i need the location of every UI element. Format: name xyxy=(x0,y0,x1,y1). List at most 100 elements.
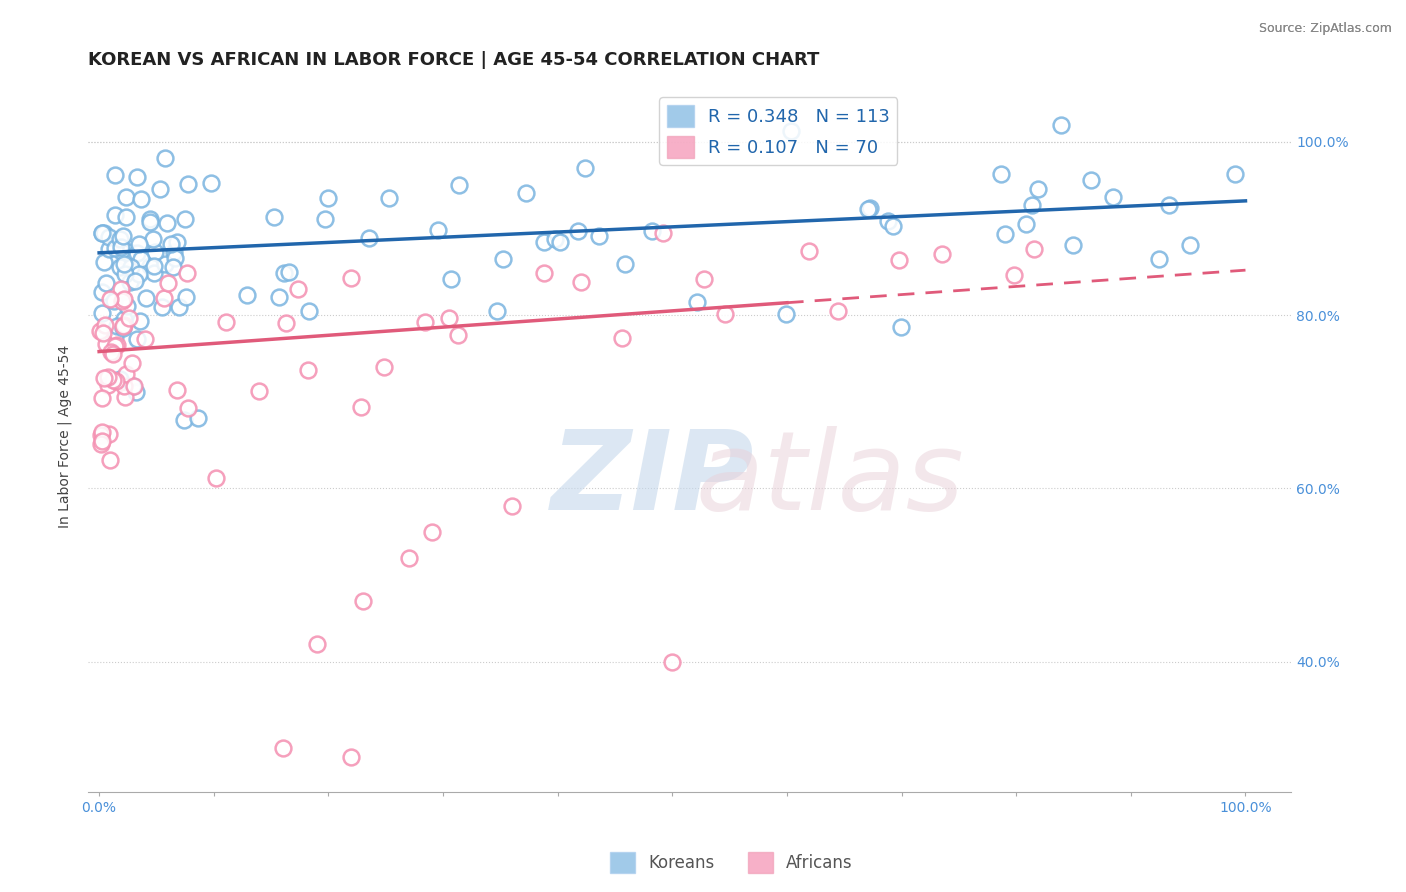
Point xyxy=(357,231,380,245)
Point xyxy=(128,236,150,251)
Point xyxy=(103,294,125,309)
Point xyxy=(420,524,443,539)
Point xyxy=(1102,190,1125,204)
Point xyxy=(714,307,737,321)
Point xyxy=(118,244,141,259)
Point xyxy=(1015,217,1038,231)
Point xyxy=(187,410,209,425)
Point xyxy=(97,243,120,257)
Point xyxy=(298,304,321,318)
Point xyxy=(1022,242,1045,256)
Point xyxy=(143,259,166,273)
Point xyxy=(876,213,898,227)
Point xyxy=(548,235,571,249)
Point xyxy=(94,318,117,333)
Point xyxy=(100,344,122,359)
Point xyxy=(103,373,125,387)
Point xyxy=(437,310,460,325)
Point xyxy=(98,293,121,307)
Point xyxy=(110,240,132,254)
Point xyxy=(139,215,162,229)
Point xyxy=(105,374,128,388)
Point xyxy=(124,273,146,287)
Point xyxy=(427,223,450,237)
Point xyxy=(108,372,131,386)
Point xyxy=(994,227,1017,241)
Point xyxy=(1062,237,1084,252)
Point xyxy=(533,235,555,249)
Point xyxy=(117,251,139,265)
Point xyxy=(1021,198,1043,212)
Point xyxy=(1026,182,1049,196)
Point xyxy=(138,259,160,273)
Point xyxy=(693,272,716,286)
Point xyxy=(104,339,127,353)
Point xyxy=(153,258,176,272)
Text: KOREAN VS AFRICAN IN LABOR FORCE | AGE 45-54 CORRELATION CHART: KOREAN VS AFRICAN IN LABOR FORCE | AGE 4… xyxy=(87,51,820,69)
Point xyxy=(91,306,114,320)
Point xyxy=(492,252,515,266)
Point xyxy=(352,594,374,608)
Point xyxy=(139,212,162,227)
Point xyxy=(887,252,910,267)
Point xyxy=(93,226,115,240)
Point xyxy=(129,193,152,207)
Point xyxy=(153,291,176,305)
Point xyxy=(104,241,127,255)
Point xyxy=(269,290,291,304)
Point xyxy=(287,282,309,296)
Text: Source: ZipAtlas.com: Source: ZipAtlas.com xyxy=(1258,22,1392,36)
Point xyxy=(166,383,188,397)
Point xyxy=(112,229,135,244)
Point xyxy=(350,400,373,414)
Point xyxy=(125,385,148,400)
Point xyxy=(112,320,135,334)
Point xyxy=(93,255,115,269)
Point xyxy=(91,227,114,241)
Point xyxy=(149,181,172,195)
Point xyxy=(125,170,148,185)
Point xyxy=(98,453,121,467)
Point xyxy=(297,362,319,376)
Point xyxy=(115,299,138,313)
Point xyxy=(112,318,135,332)
Point xyxy=(882,219,904,233)
Point xyxy=(200,176,222,190)
Point xyxy=(612,330,634,344)
Point xyxy=(121,356,143,370)
Point xyxy=(780,124,803,138)
Point xyxy=(143,267,166,281)
Point xyxy=(121,379,143,393)
Point xyxy=(115,190,138,204)
Point xyxy=(447,178,470,192)
Point xyxy=(91,285,114,299)
Point xyxy=(125,332,148,346)
Point xyxy=(274,316,297,330)
Point xyxy=(112,311,135,326)
Point xyxy=(236,288,259,302)
Point xyxy=(162,260,184,274)
Point xyxy=(101,347,124,361)
Point xyxy=(890,320,912,334)
Point xyxy=(1159,198,1181,212)
Point xyxy=(112,258,135,272)
Point xyxy=(166,235,188,249)
Point xyxy=(686,294,709,309)
Point xyxy=(1002,268,1025,283)
Point xyxy=(128,267,150,281)
Point xyxy=(91,326,114,340)
Point xyxy=(93,371,115,385)
Point xyxy=(567,224,589,238)
Point xyxy=(651,226,673,240)
Point xyxy=(165,252,187,266)
Point xyxy=(105,338,128,352)
Point xyxy=(112,318,135,333)
Point xyxy=(135,292,157,306)
Point xyxy=(1050,118,1073,132)
Point xyxy=(501,499,523,513)
Point xyxy=(1080,173,1102,187)
Point xyxy=(90,437,112,451)
Point xyxy=(446,327,468,342)
Point xyxy=(263,211,285,225)
Point xyxy=(159,236,181,251)
